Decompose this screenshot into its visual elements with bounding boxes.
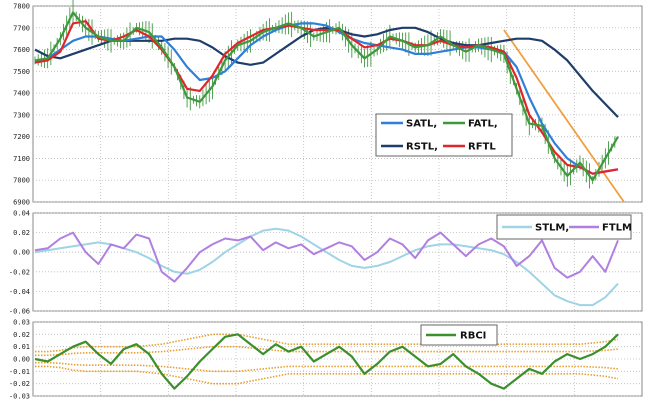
y-tick-label: -0.02 [9, 380, 30, 388]
y-tick-label: 0.00 [13, 249, 30, 257]
y-tick-label: -0.02 [9, 268, 30, 276]
legend-label-ftlm: FTLM [602, 223, 632, 234]
legend-label-rstl: RSTL, [406, 142, 438, 153]
y-tick-label: 7600 [13, 46, 30, 54]
trend-line [503, 29, 625, 203]
rbci-line [34, 333, 619, 390]
legend-label-fatl: FATL, [468, 119, 498, 130]
y-tick-label: 0.00 [13, 356, 30, 364]
y-tick-label: -0.04 [9, 288, 30, 296]
y-tick-label: 0.02 [13, 331, 30, 339]
rbci-panel: 0.03 0.02 0.01 0.00 -0.01 -0.02 -0.03 RBCI [9, 319, 643, 401]
legend-label-rbci: RBCI [460, 331, 486, 342]
y-tick-label: 7100 [13, 155, 30, 163]
satl-line [34, 22, 619, 175]
legend-label-rftl: RFTL [468, 142, 496, 153]
legend-box [420, 324, 498, 346]
y-tick-label: 0.01 [13, 343, 30, 351]
y-tick-label: -0.03 [9, 393, 30, 401]
legend-label-stlm: STLM, [535, 223, 569, 234]
y-tick-label: 7700 [13, 24, 30, 32]
y-tick-label: 6900 [13, 199, 30, 207]
y-tick-label: 7300 [13, 111, 30, 119]
rbci-legend: RBCI [420, 324, 498, 346]
ftlm-line [34, 231, 619, 283]
fatl-line [34, 11, 619, 182]
band-line [35, 361, 619, 373]
y-tick-label: 0.04 [13, 210, 30, 218]
legend-box [375, 113, 513, 157]
price-panel: 7800 7700 7600 7500 7400 7300 7200 7100 7000 6900… [13, 0, 643, 207]
band-line [35, 345, 619, 357]
y-tick-label: 7400 [13, 90, 30, 98]
rstl-line [34, 26, 619, 118]
y-tick-label: 0.03 [13, 319, 30, 327]
y-tick-label: 0.02 [13, 229, 30, 237]
y-tick-label: -0.06 [9, 308, 30, 316]
y-tick-label: 7500 [13, 68, 30, 76]
osc-legend: STLM, FTLM [496, 214, 632, 240]
y-tick-label: 7800 [13, 3, 30, 11]
panel-frame [32, 321, 643, 397]
price-legend: SATL, FATL, RSTL, RFTL [375, 113, 513, 157]
oscillator-panel: 0.04 0.02 0.00 -0.02 -0.04 -0.06 STLM, FTLM [9, 210, 643, 316]
stlm-line [34, 227, 619, 307]
legend-label-satl: SATL, [406, 119, 437, 130]
y-tick-label: -0.01 [9, 368, 30, 376]
y-tick-label: 7000 [13, 177, 30, 185]
y-tick-label: 7200 [13, 133, 30, 141]
